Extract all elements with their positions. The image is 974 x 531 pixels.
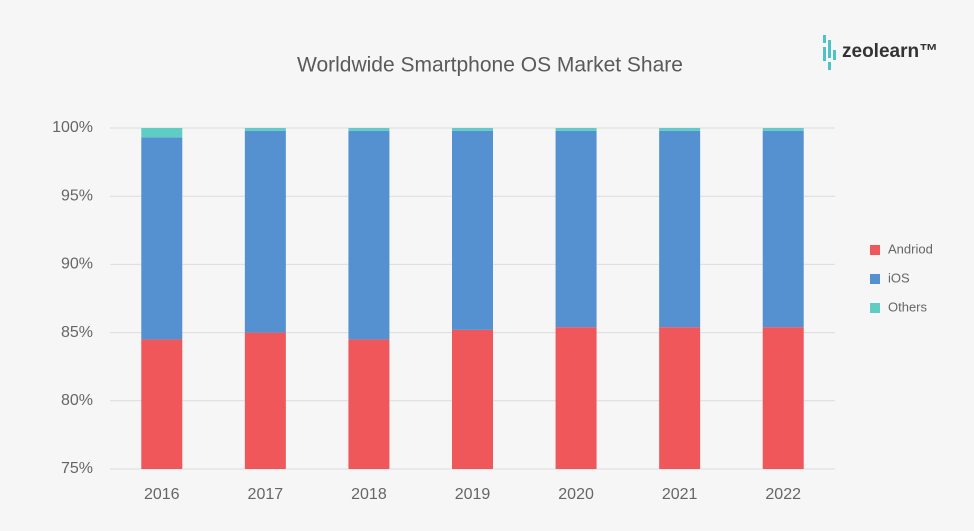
bar-segment	[762, 128, 804, 131]
bar-segment	[452, 130, 493, 330]
legend-label: Others	[888, 299, 928, 314]
bar-segment	[659, 128, 701, 131]
bar-segment	[659, 130, 701, 328]
bar-segment	[659, 327, 701, 469]
bar-segment	[244, 332, 286, 469]
bar-segment	[244, 128, 286, 131]
bar-segment	[348, 130, 390, 340]
x-tick-label: 2022	[765, 486, 801, 503]
legend-label: Andriod	[888, 241, 933, 256]
bar-segment	[452, 329, 493, 469]
bar-segment	[762, 327, 804, 469]
bar-segment	[141, 128, 183, 138]
bar-segment	[452, 128, 493, 131]
logo-icon	[823, 35, 836, 70]
y-tick-label: 95%	[61, 187, 93, 204]
bar-segment	[244, 130, 286, 333]
bar-segment	[555, 128, 597, 131]
logo-text: zeolearn™	[842, 41, 938, 62]
x-tick-label: 2020	[558, 486, 594, 503]
x-tick-label: 2017	[248, 486, 284, 503]
x-tick-label: 2019	[455, 486, 491, 503]
y-tick-label: 80%	[61, 392, 93, 409]
chart-title: Worldwide Smartphone OS Market Share	[297, 54, 683, 77]
x-tick-label: 2021	[662, 486, 698, 503]
bar-segment	[555, 327, 597, 469]
legend-swatch	[870, 303, 880, 313]
y-tick-label: 90%	[61, 256, 93, 273]
y-tick-label: 100%	[52, 119, 93, 136]
bar-segment	[348, 339, 390, 469]
bar-segment	[762, 130, 804, 328]
y-tick-label: 75%	[61, 460, 93, 477]
legend-label: iOS	[888, 270, 910, 285]
y-tick-label: 85%	[61, 324, 93, 341]
bar-segment	[141, 339, 183, 469]
x-tick-label: 2018	[351, 486, 387, 503]
x-tick-label: 2016	[144, 486, 180, 503]
legend-swatch	[870, 274, 880, 284]
legend-swatch	[870, 245, 880, 255]
bar-segment	[555, 130, 597, 328]
bar-segment	[348, 128, 390, 131]
bar-segment	[141, 137, 183, 340]
